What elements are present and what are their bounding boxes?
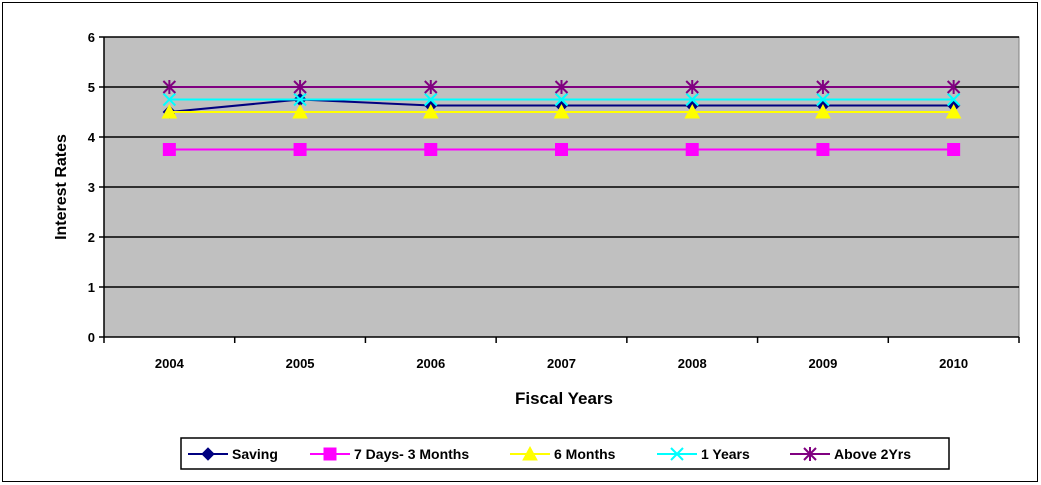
point-1-years-2008 <box>685 92 699 107</box>
series-6-months <box>161 103 962 119</box>
legend-entry-saving: Saving <box>188 446 278 462</box>
legend-label-6-months: 6 Months <box>554 446 616 462</box>
point-6-months-2009 <box>815 103 831 119</box>
point-above-2yrs-2004 <box>162 80 177 94</box>
x-tick-labels: 2004 2005 2006 2007 2008 2009 2010 <box>155 356 968 371</box>
point-7-days-3-months-2008 <box>685 143 699 156</box>
legend-marker-above-2yrs <box>803 447 817 461</box>
series-1-years <box>162 92 961 107</box>
legend-label-above-2yrs: Above 2Yrs <box>834 446 911 462</box>
legend-label-saving: Saving <box>232 446 278 462</box>
point-1-years-2009 <box>816 92 830 107</box>
point-1-years-2005 <box>293 92 307 107</box>
legend-label-1-years: 1 Years <box>701 446 750 462</box>
point-6-months-2004 <box>161 103 178 119</box>
point-above-2yrs-2010 <box>946 80 961 94</box>
point-6-months-2005 <box>292 103 308 119</box>
series-7-days-3-months <box>162 143 961 156</box>
x-tick-label-2008: 2008 <box>678 356 707 371</box>
x-tick-label-2009: 2009 <box>808 356 837 371</box>
x-tick-label-2007: 2007 <box>547 356 576 371</box>
x-tick-label-2010: 2010 <box>939 356 968 371</box>
legend-marker-saving <box>201 447 215 461</box>
y-axis-title: Interest Rates <box>53 134 70 240</box>
point-above-2yrs-2008 <box>685 80 699 94</box>
point-7-days-3-months-2004 <box>162 143 176 156</box>
point-7-days-3-months-2005 <box>293 143 307 156</box>
legend-entry-7-days-3-months: 7 Days- 3 Months <box>310 446 469 462</box>
x-tick-label-2005: 2005 <box>286 356 315 371</box>
point-above-2yrs-2006 <box>424 80 438 94</box>
point-7-days-3-months-2007 <box>555 143 568 156</box>
x-axis-title: Fiscal Years <box>515 389 613 408</box>
point-7-days-3-months-2010 <box>947 143 961 156</box>
y-tick-label-4: 4 <box>88 130 96 145</box>
legend-marker-7-days-3-months <box>323 447 337 461</box>
point-7-days-3-months-2006 <box>424 143 438 156</box>
x-tick-label-2006: 2006 <box>416 356 445 371</box>
y-tick-label-0: 0 <box>88 330 95 345</box>
y-tick-labels: 0 1 2 3 4 5 6 <box>88 30 96 345</box>
point-1-years-2010 <box>946 92 961 107</box>
y-tick-label-6: 6 <box>88 30 95 45</box>
y-tick-label-3: 3 <box>88 180 95 195</box>
series-above-2yrs <box>162 80 961 94</box>
legend-entry-above-2yrs: Above 2Yrs <box>790 446 911 462</box>
point-1-years-2006 <box>424 92 438 107</box>
series-layer <box>161 80 962 156</box>
point-1-years-2007 <box>554 92 569 107</box>
point-7-days-3-months-2009 <box>816 143 830 156</box>
y-tick-label-2: 2 <box>88 230 95 245</box>
point-6-months-2007 <box>553 103 570 119</box>
legend-marker-6-months <box>522 445 538 461</box>
point-above-2yrs-2005 <box>293 80 307 94</box>
legend-entry-1-years: 1 Years <box>657 446 750 462</box>
point-6-months-2008 <box>684 103 701 119</box>
point-6-months-2010 <box>945 103 962 119</box>
axes <box>99 36 1020 343</box>
legend-entry-6-months: 6 Months <box>510 445 616 462</box>
point-above-2yrs-2007 <box>554 80 569 94</box>
point-above-2yrs-2009 <box>816 80 830 94</box>
legend-label-7-days-3-months: 7 Days- 3 Months <box>354 446 469 462</box>
legend-marker-1-years <box>670 447 684 461</box>
point-6-months-2006 <box>422 103 439 119</box>
point-1-years-2004 <box>162 92 177 107</box>
y-tick-label-1: 1 <box>88 280 95 295</box>
x-tick-label-2004: 2004 <box>155 356 185 371</box>
y-tick-label-5: 5 <box>88 80 95 95</box>
legend: Saving 7 Days- 3 Months 6 Months 1 Years Abo… <box>180 437 950 470</box>
